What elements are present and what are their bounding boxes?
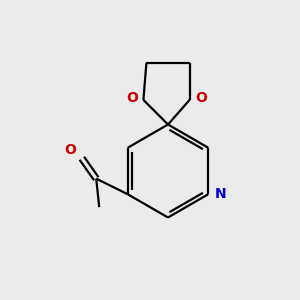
Text: O: O [126,92,138,105]
Text: O: O [64,143,76,157]
Text: O: O [195,92,207,105]
Text: N: N [215,187,226,201]
